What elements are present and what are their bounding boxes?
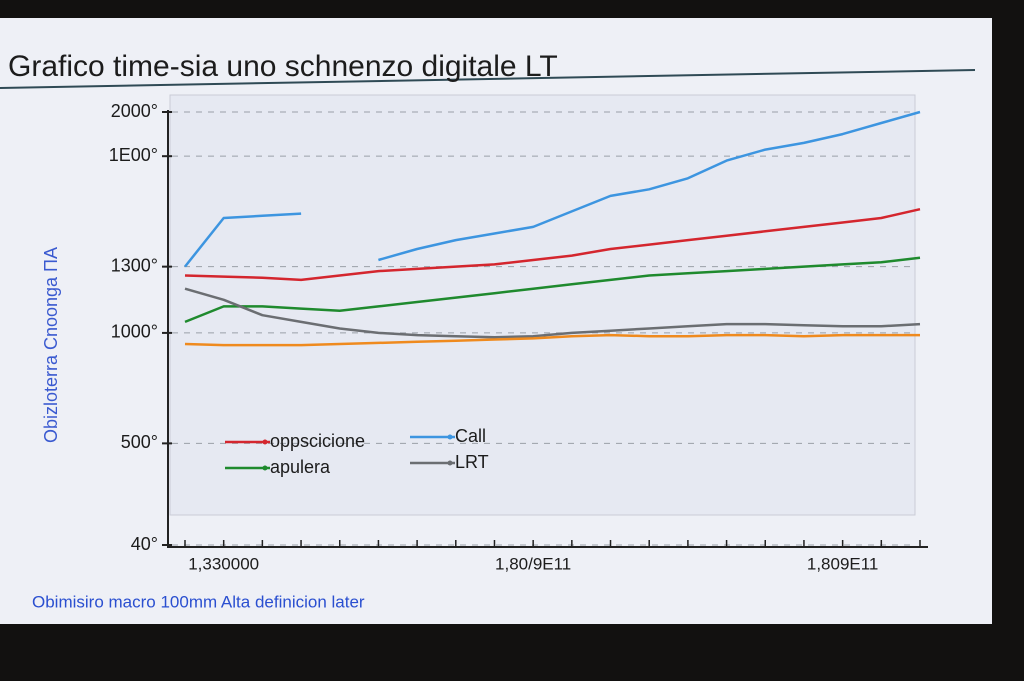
series-line [184, 256, 921, 324]
chart-title: Grafico time-sia uno schnenzo digitale L… [8, 50, 558, 83]
title-rule [0, 69, 976, 89]
legend-label: apulera [270, 457, 331, 477]
y-tick-label: 500° [121, 432, 158, 452]
x-tick-label: 1,80/9E11 [495, 554, 571, 573]
y-tick-label: 1E00° [109, 145, 158, 165]
legend-label: oppscicione [270, 431, 365, 451]
series-line [184, 287, 921, 339]
legend-marker [262, 465, 268, 471]
y-tick-label: 2000° [111, 101, 158, 121]
x-tick-label: 1,809E11 [807, 554, 879, 573]
y-axis-label: Obizloterra Cnoonga ΠA [41, 247, 61, 443]
series-line [184, 207, 921, 282]
legend-marker [262, 439, 268, 445]
footer: Obimisiro macro 100mm Alta definicion la… [32, 592, 365, 611]
legend-label: LRT [455, 452, 489, 472]
y-tick-label: 40° [131, 534, 158, 554]
legend-label: Call [455, 426, 486, 446]
plot-area [169, 94, 916, 516]
series-line [184, 333, 920, 347]
y-tick-label: 1300° [111, 255, 158, 275]
x-tick-label: 1,330000 [188, 554, 259, 573]
legend-marker [447, 460, 453, 466]
y-tick-label: 1000° [111, 322, 158, 342]
legend-marker [447, 434, 453, 440]
series-line [184, 110, 921, 268]
